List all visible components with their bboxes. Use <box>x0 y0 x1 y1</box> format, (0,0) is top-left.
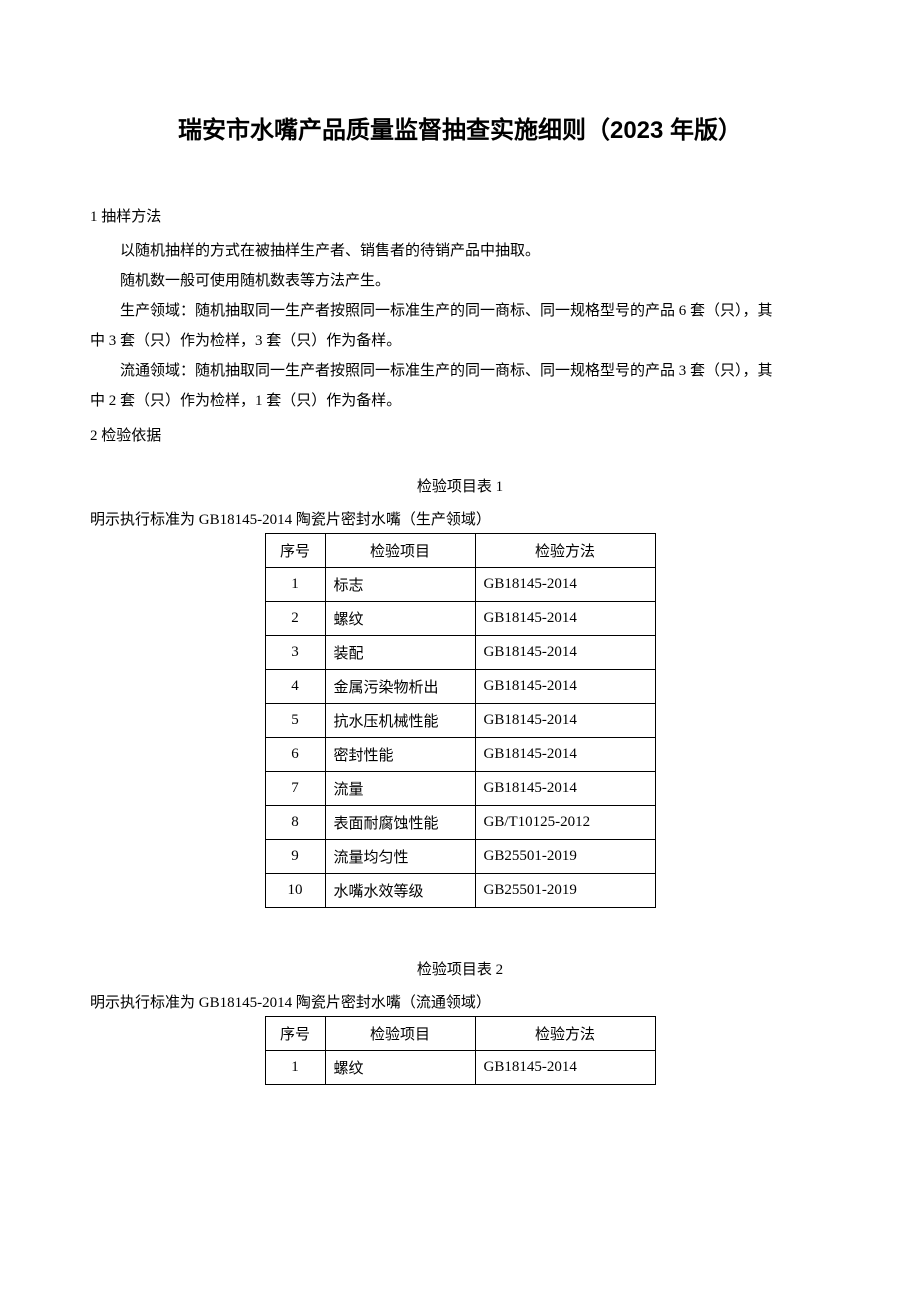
section-1-paragraph-1: 以随机抽样的方式在被抽样生产者、销售者的待销产品中抽取。 <box>90 236 830 266</box>
table-row: 9流量均匀性GB25501-2019 <box>265 840 655 874</box>
document-title: 瑞安市水嘴产品质量监督抽查实施细则（2023 年版） <box>90 110 830 145</box>
table-2-subtitle: 明示执行标准为 GB18145-2014 陶瓷片密封水嘴（流通领域） <box>90 991 830 1012</box>
cell-method: GB18145-2014 <box>475 568 655 602</box>
cell-method: GB/T10125-2012 <box>475 806 655 840</box>
cell-item: 水嘴水效等级 <box>325 874 475 908</box>
cell-num: 9 <box>265 840 325 874</box>
header-num: 序号 <box>265 1017 325 1051</box>
table-row: 6密封性能GB18145-2014 <box>265 738 655 772</box>
cell-num: 7 <box>265 772 325 806</box>
cell-num: 4 <box>265 670 325 704</box>
section-1-paragraph-3b: 中 3 套（只）作为检样，3 套（只）作为备样。 <box>90 326 830 356</box>
header-method: 检验方法 <box>475 534 655 568</box>
table-header-row: 序号 检验项目 检验方法 <box>265 1017 655 1051</box>
cell-method: GB18145-2014 <box>475 738 655 772</box>
table-2-caption: 检验项目表 2 <box>90 958 830 979</box>
cell-item: 螺纹 <box>325 1051 475 1085</box>
header-item: 检验项目 <box>325 1017 475 1051</box>
table-row: 5抗水压机械性能GB18145-2014 <box>265 704 655 738</box>
inspection-table-1: 序号 检验项目 检验方法 1标志GB18145-20142螺纹GB18145-2… <box>265 533 656 908</box>
section-1-paragraph-4a: 流通领域：随机抽取同一生产者按照同一标准生产的同一商标、同一规格型号的产品 3 … <box>90 356 830 386</box>
table-header-row: 序号 检验项目 检验方法 <box>265 534 655 568</box>
header-num: 序号 <box>265 534 325 568</box>
cell-item: 流量均匀性 <box>325 840 475 874</box>
section-1-heading: 1 抽样方法 <box>90 205 830 226</box>
table-row: 7流量GB18145-2014 <box>265 772 655 806</box>
cell-method: GB18145-2014 <box>475 772 655 806</box>
cell-method: GB18145-2014 <box>475 704 655 738</box>
table-row: 1标志GB18145-2014 <box>265 568 655 602</box>
section-1-paragraph-2: 随机数一般可使用随机数表等方法产生。 <box>90 266 830 296</box>
table-1-subtitle: 明示执行标准为 GB18145-2014 陶瓷片密封水嘴（生产领域） <box>90 508 830 529</box>
cell-method: GB18145-2014 <box>475 1051 655 1085</box>
cell-num: 1 <box>265 568 325 602</box>
cell-method: GB25501-2019 <box>475 840 655 874</box>
table-row: 3装配GB18145-2014 <box>265 636 655 670</box>
section-1-paragraph-4b: 中 2 套（只）作为检样，1 套（只）作为备样。 <box>90 386 830 416</box>
cell-item: 抗水压机械性能 <box>325 704 475 738</box>
cell-num: 5 <box>265 704 325 738</box>
header-method: 检验方法 <box>475 1017 655 1051</box>
cell-num: 3 <box>265 636 325 670</box>
table-row: 2螺纹GB18145-2014 <box>265 602 655 636</box>
table-row: 4金属污染物析出GB18145-2014 <box>265 670 655 704</box>
inspection-table-2: 序号 检验项目 检验方法 1螺纹GB18145-2014 <box>265 1016 656 1085</box>
cell-num: 1 <box>265 1051 325 1085</box>
cell-num: 10 <box>265 874 325 908</box>
section-1-paragraph-3a: 生产领域：随机抽取同一生产者按照同一标准生产的同一商标、同一规格型号的产品 6 … <box>90 296 830 326</box>
cell-num: 6 <box>265 738 325 772</box>
table-row: 10水嘴水效等级GB25501-2019 <box>265 874 655 908</box>
cell-item: 表面耐腐蚀性能 <box>325 806 475 840</box>
table-row: 1螺纹GB18145-2014 <box>265 1051 655 1085</box>
table-row: 8表面耐腐蚀性能GB/T10125-2012 <box>265 806 655 840</box>
cell-item: 金属污染物析出 <box>325 670 475 704</box>
cell-num: 8 <box>265 806 325 840</box>
cell-num: 2 <box>265 602 325 636</box>
cell-method: GB25501-2019 <box>475 874 655 908</box>
cell-method: GB18145-2014 <box>475 636 655 670</box>
cell-item: 流量 <box>325 772 475 806</box>
cell-item: 标志 <box>325 568 475 602</box>
cell-method: GB18145-2014 <box>475 670 655 704</box>
cell-method: GB18145-2014 <box>475 602 655 636</box>
cell-item: 密封性能 <box>325 738 475 772</box>
cell-item: 螺纹 <box>325 602 475 636</box>
table-1-caption: 检验项目表 1 <box>90 475 830 496</box>
cell-item: 装配 <box>325 636 475 670</box>
section-2-heading: 2 检验依据 <box>90 424 830 445</box>
header-item: 检验项目 <box>325 534 475 568</box>
